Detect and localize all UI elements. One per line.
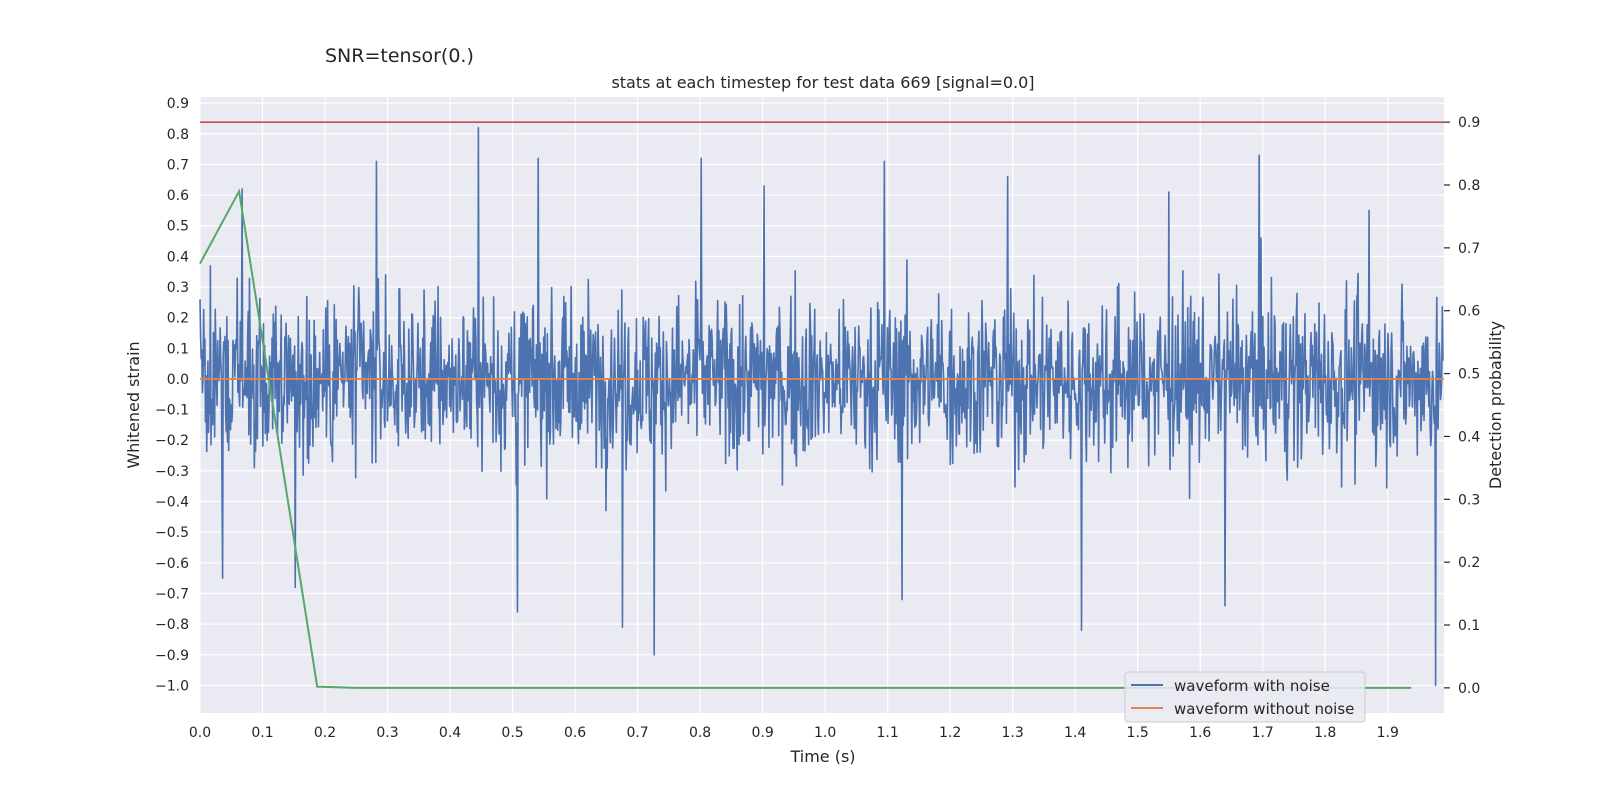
x-axis-label: Time (s)	[789, 747, 855, 766]
y2-tick-label: 0.4	[1458, 429, 1480, 445]
y2-tick-label: 0.2	[1458, 555, 1480, 571]
x-tick-label: 1.5	[1127, 725, 1149, 741]
x-tick-label: 1.3	[1002, 725, 1024, 741]
x-tick-label: 1.8	[1314, 725, 1336, 741]
x-tick-label: 1.9	[1377, 725, 1399, 741]
y-tick-label: −0.2	[155, 433, 189, 449]
y-tick-label: −0.3	[155, 464, 189, 480]
x-tick-label: 1.0	[814, 725, 836, 741]
x-tick-label: 1.6	[1189, 725, 1211, 741]
y-tick-label: 0.2	[167, 311, 189, 327]
x-tick-label: 1.1	[877, 725, 899, 741]
y-tick-label: 0.6	[167, 188, 189, 204]
y-tick-label: 0.3	[167, 280, 189, 296]
y-tick-label: −0.5	[155, 525, 189, 541]
y-tick-label: 0.7	[167, 157, 189, 173]
y-tick-label: −0.7	[155, 586, 189, 602]
chart-title: stats at each timestep for test data 669…	[611, 73, 1034, 92]
y2-axis-label: Detection probability	[1486, 321, 1505, 489]
axes: 0.0 0.1 0.2 0.3 0.4 0.5 0.6 0.7 0.8 0.9 1.0 1.1 1.2 1…	[155, 96, 1480, 741]
y2-tick-label: 0.1	[1458, 618, 1480, 634]
y2-tick-label: 0.8	[1458, 178, 1480, 194]
y2-tick-label: 0.5	[1458, 367, 1480, 383]
y-tick-label: 0.1	[167, 341, 189, 357]
y-tick-label: −0.1	[155, 403, 189, 419]
legend-box	[1124, 671, 1366, 723]
y-tick-label: 0.0	[167, 372, 189, 388]
y2-tick-label: 0.3	[1458, 492, 1480, 508]
x-tick-label: 0.8	[689, 725, 711, 741]
x-tick-label: 1.4	[1064, 725, 1086, 741]
figure-suptitle: SNR=tensor(0.)	[325, 45, 474, 67]
y2-tick-label: 0.9	[1458, 115, 1480, 131]
y-tick-label: −0.9	[155, 648, 189, 664]
y-axis-label: Whitened strain	[124, 341, 143, 468]
y-tick-label: 0.8	[167, 127, 189, 143]
y-tick-label: −0.6	[155, 556, 189, 572]
x-tick-label: 1.7	[1252, 725, 1274, 741]
series-layer	[199, 121, 1444, 689]
x-tick-label: 0.6	[564, 725, 586, 741]
y2-tick-label: 0.6	[1458, 304, 1480, 320]
x-tick-label: 0.7	[626, 725, 648, 741]
y-tick-label: −1.0	[155, 678, 189, 694]
x-tick-label: 0.9	[751, 725, 773, 741]
series-line-waveform-with-noise	[199, 126, 1444, 687]
x-tick-label: 0.5	[501, 725, 523, 741]
series-line-detection-probability	[199, 188, 1412, 689]
x-tick-label: 1.2	[939, 725, 961, 741]
y-tick-label: −0.8	[155, 617, 189, 633]
legend: waveform with noise waveform without noi…	[1124, 671, 1366, 723]
y-tick-label: 0.5	[167, 219, 189, 235]
x-tick-label: 0.3	[376, 725, 398, 741]
x-tick-label: 0.0	[189, 725, 211, 741]
y2-tick-label: 0.7	[1458, 241, 1480, 257]
legend-label-noise: waveform with noise	[1174, 677, 1330, 695]
y-tick-label: 0.9	[167, 96, 189, 112]
x-tick-label: 0.4	[439, 725, 461, 741]
y-tick-label: −0.4	[155, 495, 189, 511]
y2-tick-label: 0.0	[1458, 681, 1480, 697]
legend-label-clean: waveform without noise	[1174, 700, 1354, 718]
y-tick-label: 0.4	[167, 249, 189, 265]
x-tick-label: 0.1	[251, 725, 273, 741]
x-tick-label: 0.2	[314, 725, 336, 741]
